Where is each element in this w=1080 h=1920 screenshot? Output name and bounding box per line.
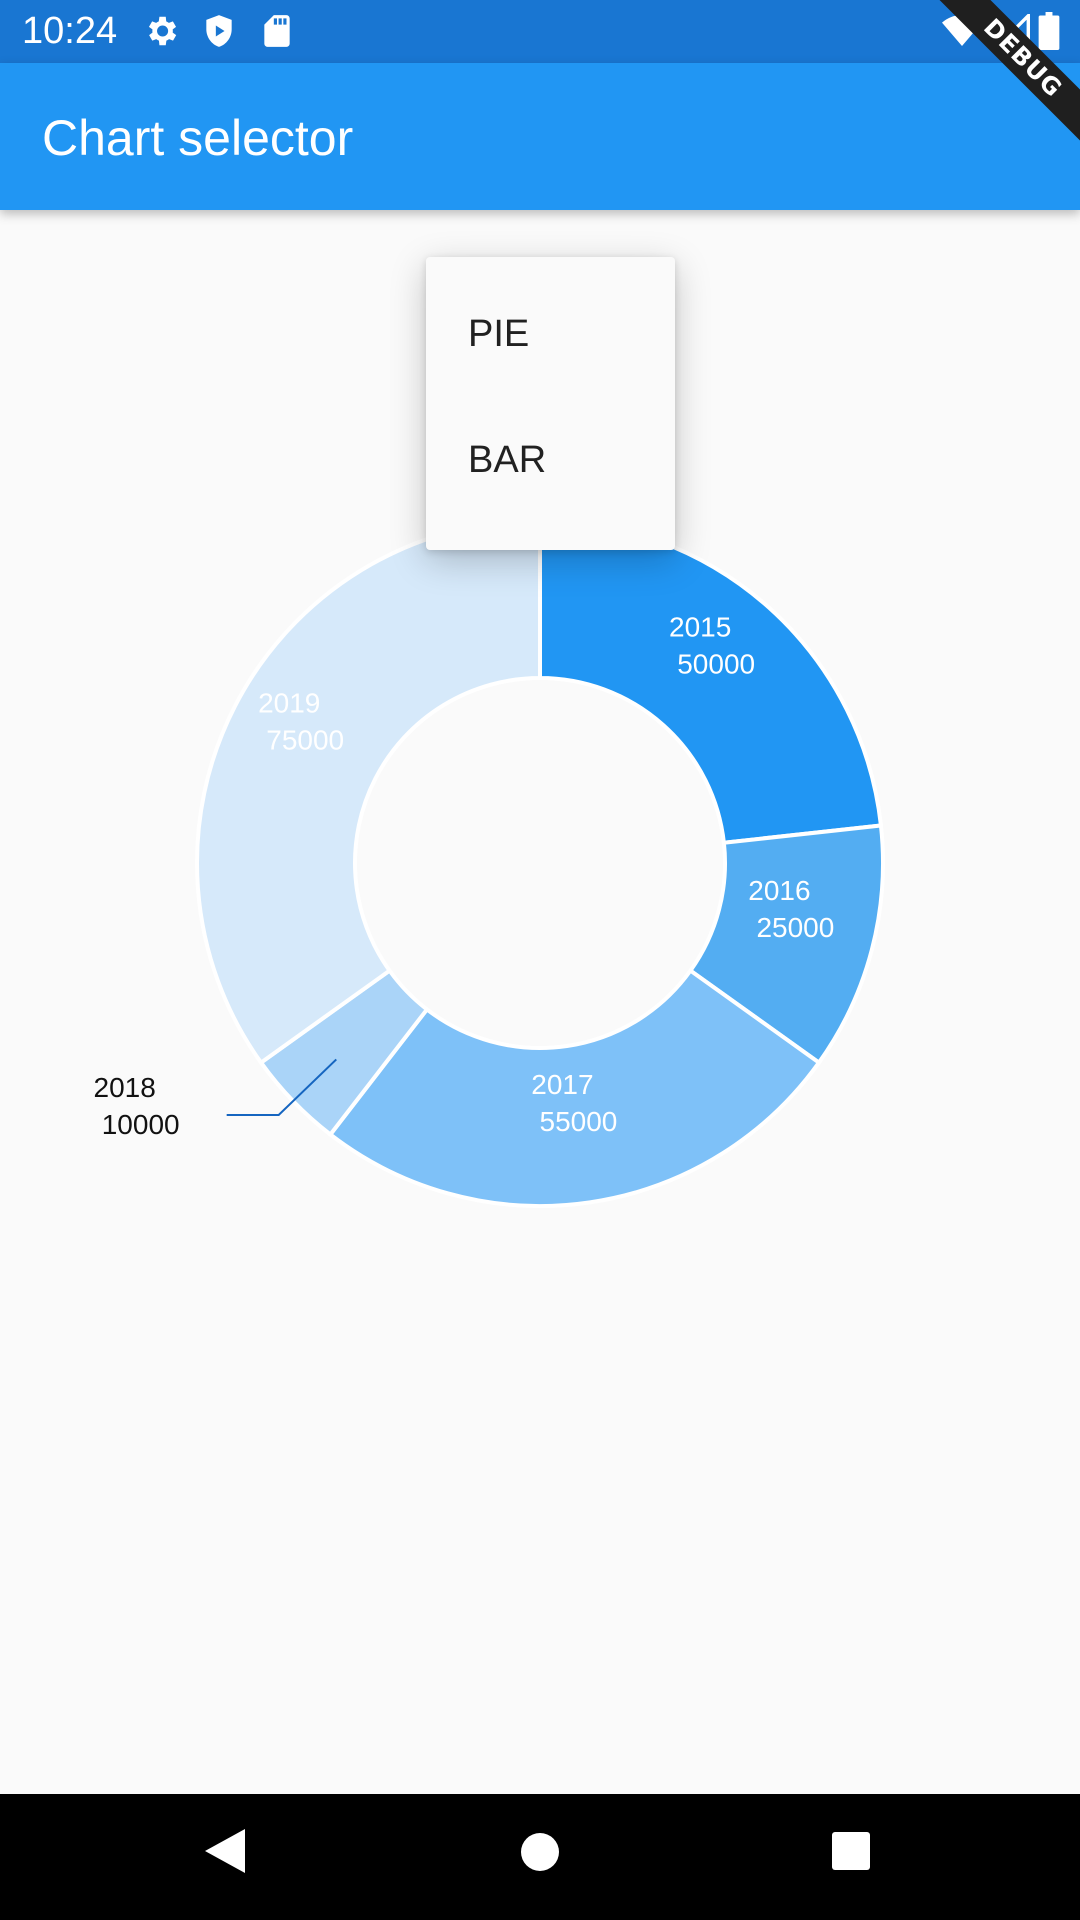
app-bar: Chart selector (0, 63, 1080, 210)
slice-label-2019: 2019 75000 (258, 687, 344, 755)
donut-chart: 2015 50000 2016 25000 2017 55000 2018 10000 2019… (94, 517, 885, 1208)
status-bar: 10:24 (0, 0, 1080, 63)
slice-value-2015: 50000 (677, 648, 755, 679)
chart-area: 2015 50000 2016 25000 2017 55000 2018 10000 2019… (0, 210, 1080, 1794)
menu-item-bar[interactable]: BAR (468, 439, 547, 481)
slice-year-2017: 2017 (531, 1069, 593, 1100)
wifi-icon (942, 14, 982, 53)
slice-label-2017: 2017 55000 (531, 1069, 617, 1137)
page-title: Chart selector (42, 110, 354, 166)
status-time: 10:24 (22, 10, 118, 52)
shield-icon (200, 12, 238, 55)
slice-year-2019: 2019 (258, 687, 320, 718)
battery-icon (1038, 12, 1060, 55)
donut-slice-2019 (195, 517, 542, 1066)
recents-icon[interactable] (830, 1830, 872, 1877)
menu-item-pie[interactable]: PIE (468, 313, 530, 355)
slice-value-2017: 55000 (540, 1106, 618, 1137)
leader-line-2018 (226, 1058, 337, 1116)
signal-icon (993, 11, 1030, 53)
home-icon[interactable] (518, 1830, 562, 1879)
slice-value-2019: 75000 (266, 724, 344, 755)
chart-type-menu: PIE BAR (426, 257, 675, 550)
navigation-bar (0, 1794, 1080, 1920)
slice-label-2016: 2016 25000 (748, 875, 834, 943)
slice-year-2016: 2016 (748, 875, 810, 906)
back-icon[interactable] (201, 1825, 247, 1882)
donut-slice-2017 (327, 967, 822, 1208)
slice-value-2018: 10000 (102, 1109, 180, 1140)
donut-slice-2015 (538, 517, 884, 845)
slice-value-2016: 25000 (756, 912, 834, 943)
gear-icon (142, 12, 180, 55)
slice-label-2015: 2015 50000 (669, 611, 755, 679)
sd-card-icon (258, 12, 296, 55)
slice-year-2018: 2018 (94, 1072, 156, 1103)
slice-label-2018: 2018 10000 (94, 1072, 180, 1140)
slice-year-2015: 2015 (669, 611, 731, 642)
